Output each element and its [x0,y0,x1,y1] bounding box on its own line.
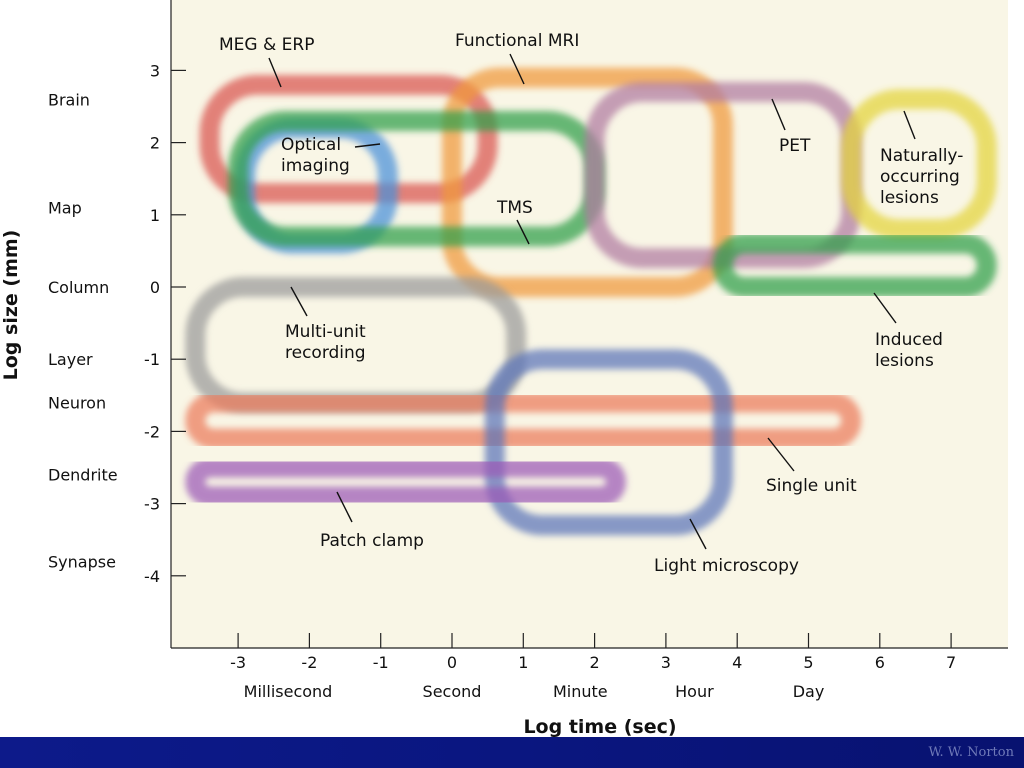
y-named-tick-label: Dendrite [48,466,118,485]
x-named-tick-label: Minute [553,682,608,701]
region-label-single-unit: Single unit [766,476,857,496]
y-named-tick-label: Column [48,278,109,297]
x-tick-label: 4 [732,653,742,672]
x-tick-label: -1 [373,653,389,672]
y-tick-label: -1 [144,350,160,369]
x-tick-label: 2 [590,653,600,672]
y-tick-label: -4 [144,567,160,586]
x-tick-label: 5 [803,653,813,672]
x-tick-label: 3 [661,653,671,672]
x-named-tick-label: Millisecond [244,682,333,701]
region-label-patch-clamp: Patch clamp [320,531,424,551]
y-tick-label: -2 [144,422,160,441]
y-axis-title: Log size (mm) [0,230,22,381]
y-tick-label: 2 [150,134,160,153]
leader-line-naturally-occurring-lesions [903,110,916,140]
leader-line-functional-mri [509,53,525,85]
x-named-tick-label: Second [423,682,482,701]
x-named-tick-label: Day [793,682,825,701]
region-label-meg-erp: MEG & ERP [219,35,314,55]
x-tick-label: 6 [875,653,885,672]
x-named-tick-label: Hour [675,682,714,701]
region-label-naturally-occurring-lesions: Naturally-occurring lesions [880,146,963,208]
y-tick-label: 1 [150,206,160,225]
region-label-light-microscopy: Light microscopy [654,556,799,576]
x-tick-label: 0 [447,653,457,672]
credit-text: W. W. Norton [928,745,1014,760]
footer-bar: W. W. Norton [0,737,1024,768]
region-label-tms: TMS [496,198,533,218]
region-naturally-occurring-lesions [841,89,997,240]
region-label-optical-imaging: Optical imaging [281,135,350,176]
y-named-tick-label: Map [48,199,82,218]
leader-line-induced-lesions [873,292,897,324]
x-tick-label: -2 [301,653,317,672]
y-named-tick-label: Neuron [48,394,106,413]
leader-line-tms [516,219,530,245]
leader-line-single-unit [767,437,795,472]
region-meg-erp [199,74,498,204]
region-label-multi-unit-recording: Multi-unit recording [285,322,366,363]
x-tick-label: 7 [946,653,956,672]
region-label-induced-lesions: Induced lesions [875,330,943,371]
y-tick-label: 3 [150,61,160,80]
leader-line-multi-unit-recording [290,286,308,317]
leader-line-optical-imaging [354,143,381,148]
leader-line-light-microscopy [689,518,707,550]
leader-line-patch-clamp [336,491,353,523]
region-functional-mri [442,67,733,298]
x-tick-label: 1 [518,653,528,672]
y-tick-label: -3 [144,495,160,514]
leader-line-meg-erp [268,57,282,88]
x-axis-title: Log time (sec) [523,716,676,737]
region-induced-lesions [712,233,997,297]
leader-line-pet [771,98,786,131]
region-label-functional-mri: Functional MRI [455,31,579,51]
region-patch-clamp [185,457,626,507]
y-tick-label: 0 [150,278,160,297]
x-tick-label: -3 [230,653,246,672]
region-label-pet: PET [779,136,811,156]
region-single-unit [185,392,862,449]
y-named-tick-label: Synapse [48,552,116,571]
y-named-tick-label: Brain [48,90,90,109]
region-light-microscopy [484,349,733,536]
y-named-tick-label: Layer [48,350,93,369]
chart: -3 -2 -1 0 1 2 3 4 5 6 7 3 2 1 0 -1 -2 -3 -4 Millisecond Sec… [0,0,1008,737]
